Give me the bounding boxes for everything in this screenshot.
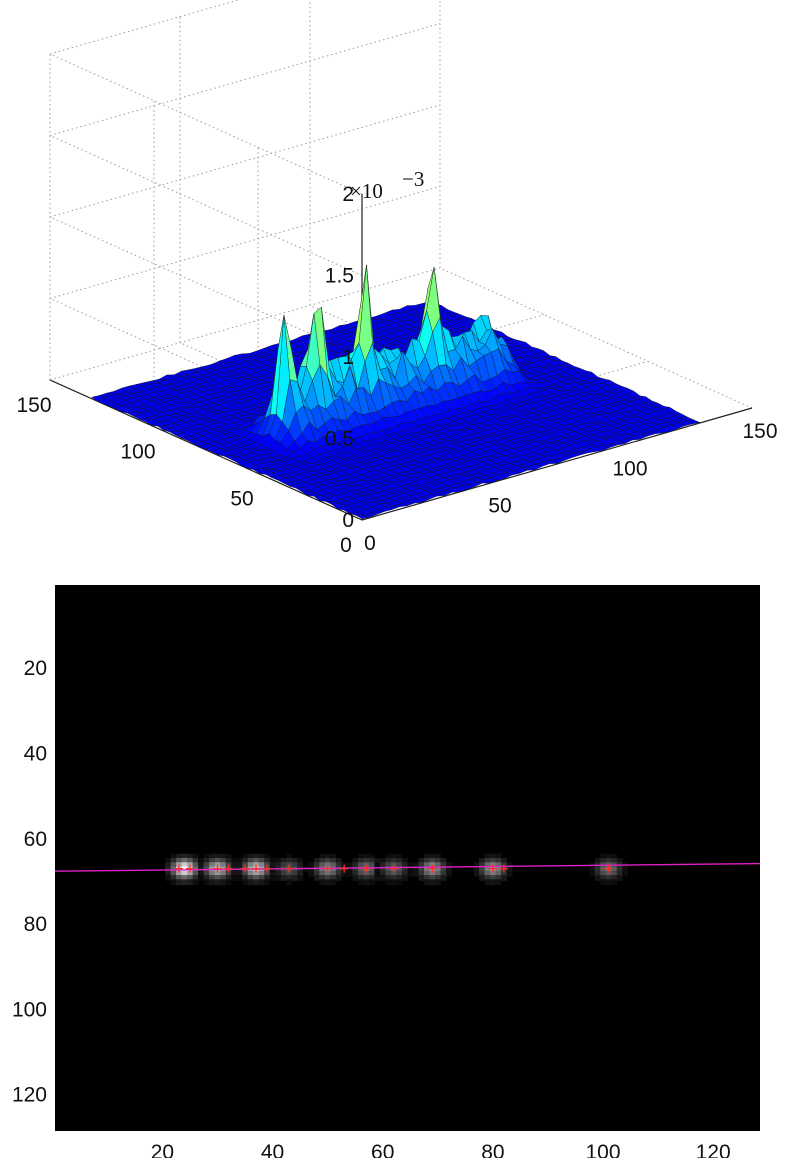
- x-tick-label: 40: [261, 1141, 284, 1158]
- x-tick-label: 100: [586, 1141, 621, 1158]
- fit-line: [54, 862, 761, 872]
- y-tick-label: 100: [12, 998, 47, 1021]
- plus-marker: [389, 864, 398, 873]
- bright-spot: [374, 853, 414, 886]
- x-tick-label: 80: [481, 1141, 504, 1158]
- plus-marker: [323, 864, 332, 873]
- z-exponent-superscript: −3: [402, 167, 424, 191]
- x-tick-label: 20: [151, 1141, 174, 1158]
- x-tick-label: 0: [364, 532, 376, 555]
- x-tick-label: 100: [612, 457, 647, 480]
- y-tick-label: 80: [24, 913, 47, 936]
- fit-line-path: [54, 862, 761, 872]
- x-tick-label: 50: [488, 495, 511, 518]
- surface-mesh: [91, 265, 701, 519]
- x-tick-label: 120: [696, 1141, 731, 1158]
- image-tick-labels: 20 40 60 80 100 120 20 40 60 80 100 120: [12, 657, 731, 1158]
- y-tick-label: 0: [340, 534, 352, 557]
- plus-marker: [428, 864, 437, 873]
- bright-spot: [413, 853, 452, 886]
- plus-marker: [340, 864, 349, 873]
- z-exponent-label: ×10: [350, 179, 383, 203]
- y-tick-label: 60: [24, 828, 47, 851]
- z-tick-label: 0: [342, 509, 354, 532]
- plus-marker: [185, 864, 194, 873]
- x-tick-label: 60: [371, 1141, 394, 1158]
- y-tick-label: 150: [16, 394, 51, 417]
- y-tick-label: 40: [24, 742, 47, 765]
- z-tick-label: 1.5: [325, 265, 354, 288]
- y-tick-label: 50: [230, 487, 253, 510]
- plus-marker: [488, 864, 497, 873]
- plus-marker: [241, 864, 250, 873]
- plus-marker: [263, 864, 272, 873]
- z-tick-label: 2: [342, 183, 354, 206]
- y-tick-label: 20: [24, 657, 47, 680]
- plus-marker: [285, 864, 294, 873]
- surface-plot-3d: 0 0.5 1 1.5 2×10 −3 0 50 100 150 0 50 100 150: [16, 0, 778, 557]
- surface-facet: [355, 514, 371, 519]
- plus-marker: [174, 864, 183, 873]
- plus-marker: [224, 864, 233, 873]
- plus-marker: [604, 864, 613, 873]
- plus-marker: [213, 864, 222, 873]
- surface-tick-labels: 0 0.5 1 1.5 2×10 −3 0 50 100 150 0 50 100 150: [16, 167, 777, 557]
- z-tick-label: 1: [342, 346, 354, 369]
- y-tick-label: 100: [120, 441, 155, 464]
- y-tick-label: 120: [12, 1084, 47, 1107]
- z-tick-label: 0.5: [325, 428, 354, 451]
- image-plot: 20 40 60 80 100 120 20 40 60 80 100 120: [12, 585, 761, 1158]
- plus-marker: [252, 864, 261, 873]
- x-tick-label: 150: [742, 420, 777, 443]
- plus-marker: [362, 864, 371, 873]
- plus-marker: [499, 864, 508, 873]
- bright-spot: [473, 853, 513, 886]
- detection-markers: [174, 864, 613, 873]
